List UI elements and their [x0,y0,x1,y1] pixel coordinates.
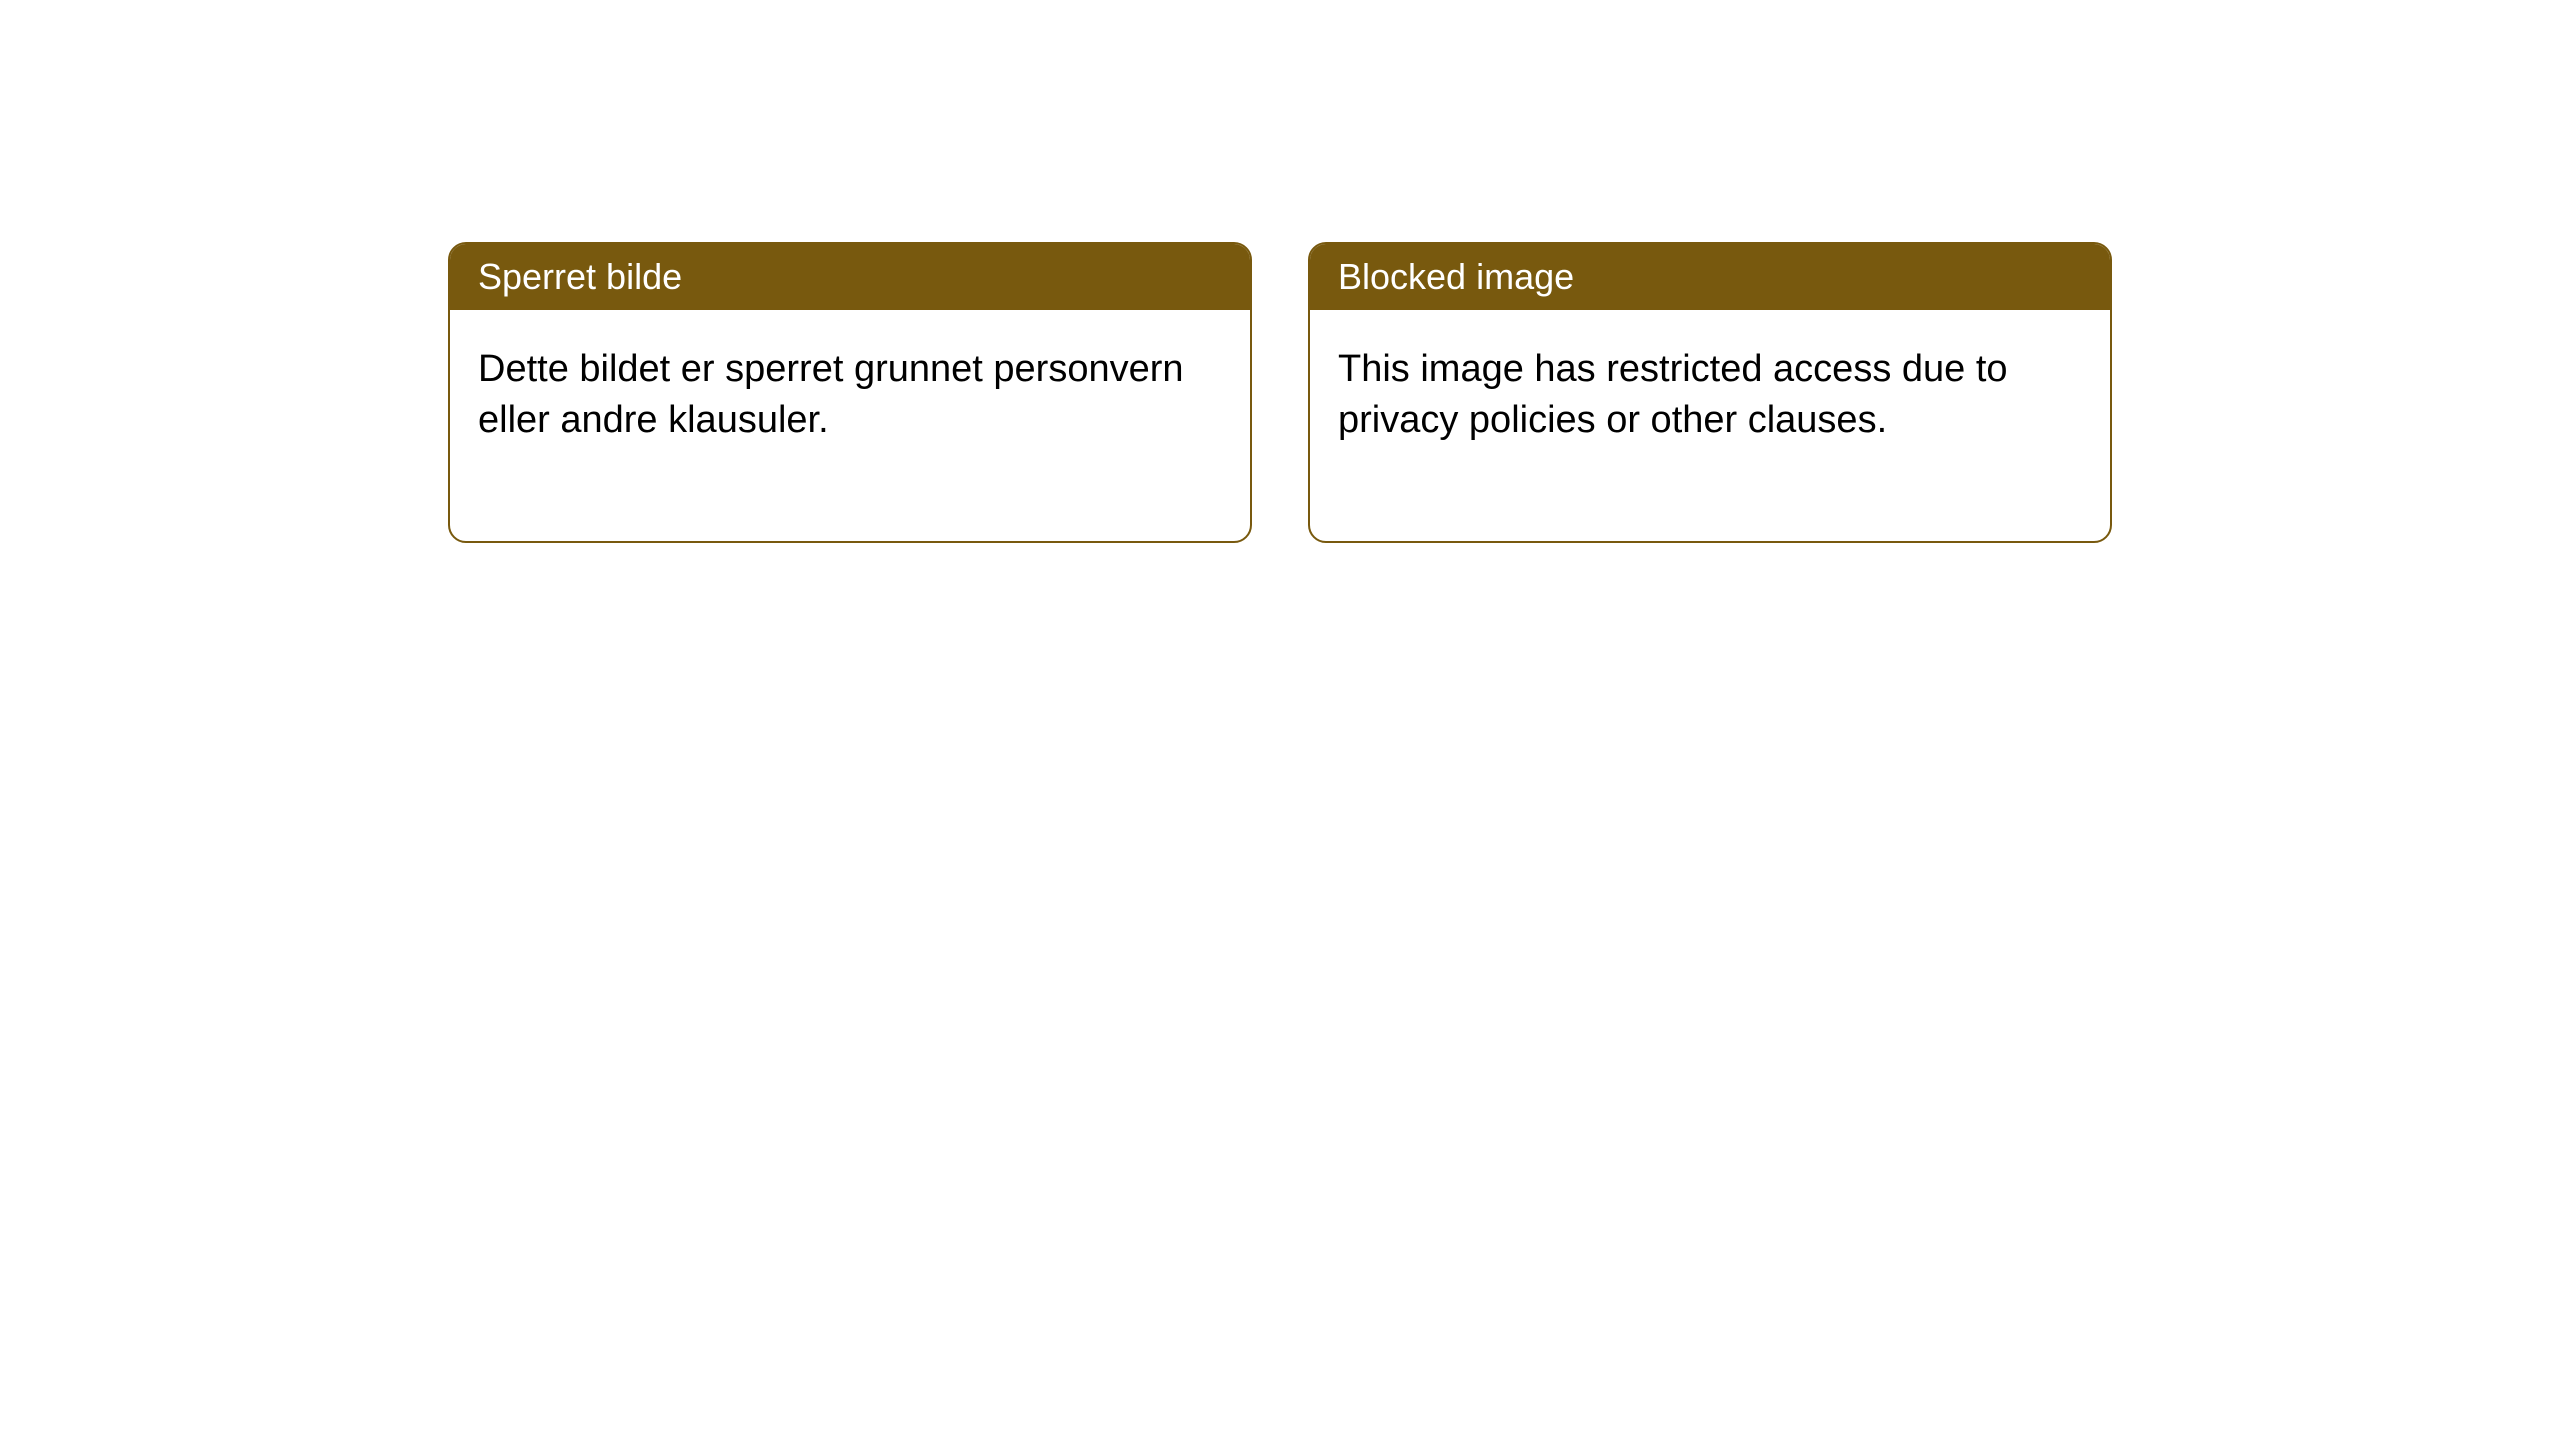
notice-body: This image has restricted access due to … [1310,310,2110,541]
notice-header: Sperret bilde [450,244,1250,310]
notice-message: This image has restricted access due to … [1338,344,2082,447]
notice-container: Sperret bilde Dette bildet er sperret gr… [0,0,2560,543]
notice-body: Dette bildet er sperret grunnet personve… [450,310,1250,541]
notice-message: Dette bildet er sperret grunnet personve… [478,344,1222,447]
notice-header: Blocked image [1310,244,2110,310]
notice-title: Sperret bilde [478,256,682,297]
notice-card-norwegian: Sperret bilde Dette bildet er sperret gr… [448,242,1252,543]
notice-title: Blocked image [1338,256,1574,297]
notice-card-english: Blocked image This image has restricted … [1308,242,2112,543]
